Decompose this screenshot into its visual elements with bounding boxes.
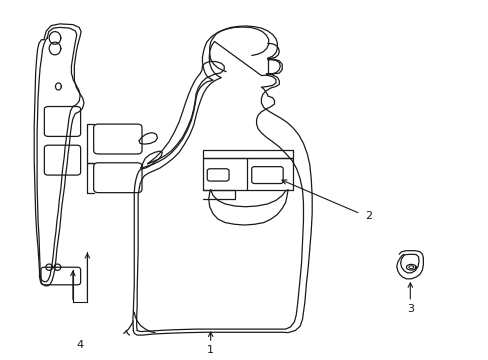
Text: 2: 2 [365,211,372,221]
Text: 1: 1 [207,345,214,355]
Text: 3: 3 [406,305,413,315]
Text: 4: 4 [77,340,83,350]
